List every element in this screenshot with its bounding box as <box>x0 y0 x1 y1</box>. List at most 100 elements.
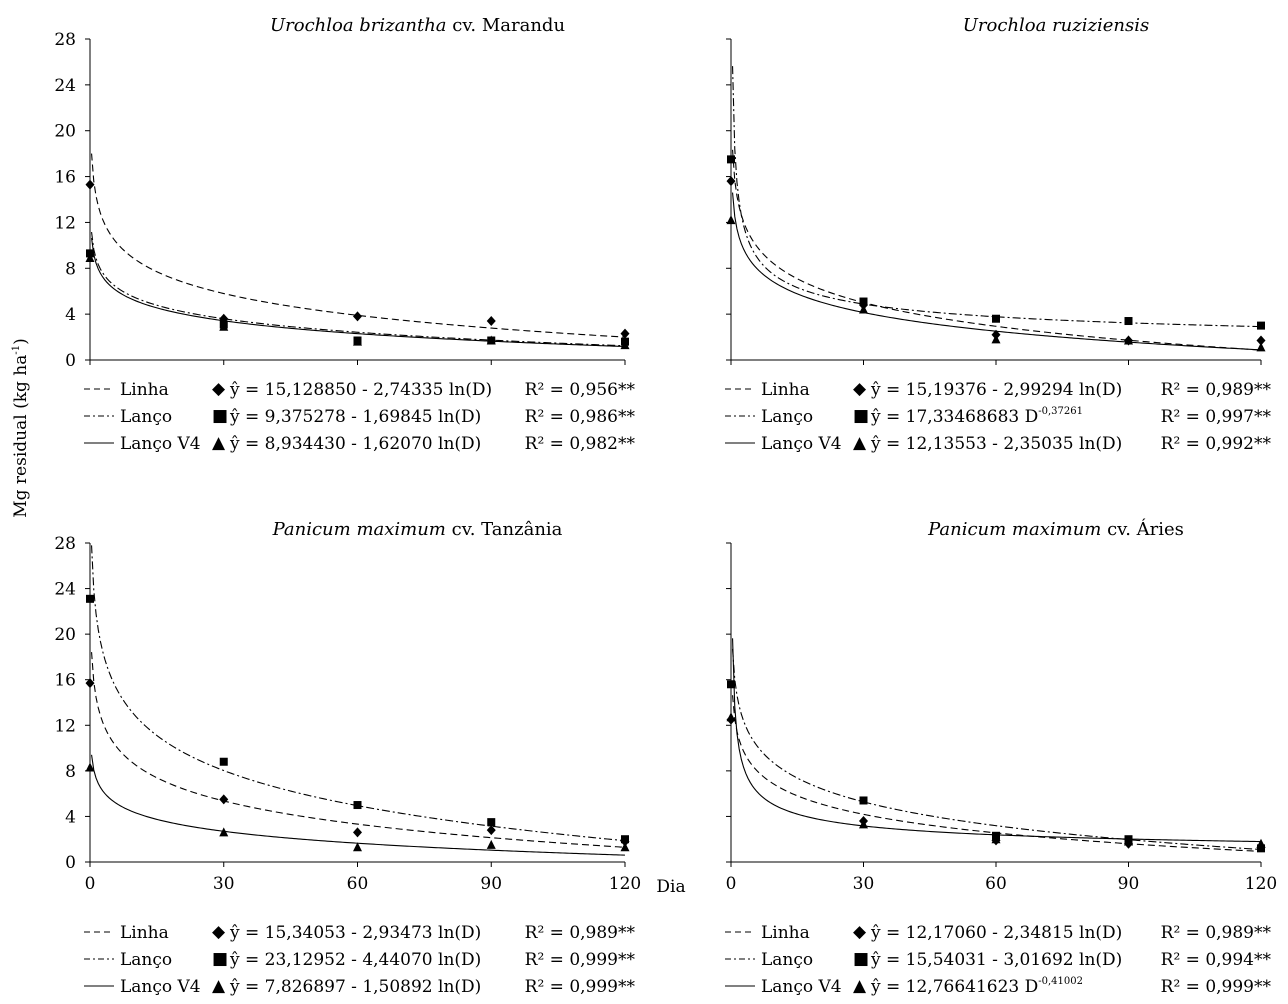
data-point-diamond <box>486 316 496 327</box>
y-tick-label: 4 <box>65 807 76 827</box>
y-tick-label: 28 <box>54 30 76 50</box>
data-point-square <box>1257 321 1265 330</box>
data-point-triangle <box>1124 836 1133 846</box>
legend-series-name: Lanço V4 <box>120 977 201 997</box>
legend-equation: ŷ = 12,17060 - 2,34815 ln(D) <box>870 923 1122 943</box>
data-point-square <box>992 314 1000 323</box>
chart-panel-1: 0 4 8 12 16 20 24 28 Urochloa brizantha cv. Mara… <box>54 15 635 454</box>
legend-series-name: Lanço <box>761 407 813 427</box>
data-point-triangle <box>859 304 868 314</box>
legend-equation: ŷ = 23,12952 - 4,44070 ln(D) <box>229 950 481 970</box>
legend-series-name: Lanço <box>761 950 813 970</box>
data-point-triangle <box>991 834 1001 844</box>
legend-r-squared: R² = 0,999** <box>525 977 636 997</box>
legend-marker-diamond-icon: ◆ <box>853 379 867 399</box>
y-tick-label: 20 <box>54 122 76 142</box>
legend-marker-triangle-icon: ▲ <box>212 433 226 453</box>
panel-title: Panicum maximum cv. Áries <box>927 517 1184 540</box>
fit-curve-triangle <box>91 754 626 856</box>
data-point-square <box>219 757 228 766</box>
x-tick-label: 30 <box>213 874 235 894</box>
legend-marker-diamond-icon: ◆ <box>853 922 867 942</box>
legend-equation: ŷ = 9,375278 - 1,69845 ln(D) <box>229 407 481 427</box>
data-point-square <box>86 594 94 603</box>
data-point-diamond <box>726 176 736 187</box>
data-point-triangle <box>620 842 630 852</box>
legend-equation: ŷ = 15,54031 - 3,01692 ln(D) <box>870 950 1122 970</box>
data-point-triangle <box>486 335 496 345</box>
data-point-triangle <box>1256 838 1266 848</box>
data-point-square <box>859 796 868 805</box>
data-point-triangle <box>353 336 362 346</box>
data-point-triangle <box>1256 342 1266 352</box>
x-tick-label: 120 <box>1245 874 1277 894</box>
y-tick-label: 4 <box>65 305 76 325</box>
panel-title: Urochloa ruziziensis <box>963 15 1150 36</box>
legend-series-name: Linha <box>761 380 810 400</box>
data-point-triangle <box>991 334 1001 344</box>
data-point-triangle <box>85 252 95 262</box>
data-point-diamond <box>85 179 95 190</box>
fit-curve-square <box>732 648 1262 851</box>
legend-marker-diamond-icon: ◆ <box>212 379 226 399</box>
data-point-triangle <box>726 215 736 225</box>
legend-marker-triangle-icon: ▲ <box>853 433 867 453</box>
x-tick-label: 60 <box>347 874 369 894</box>
legend-r-squared: R² = 0,989** <box>1161 923 1272 943</box>
x-tick-label: 60 <box>985 874 1007 894</box>
data-point-diamond <box>219 794 229 805</box>
legend-series-name: Linha <box>120 380 169 400</box>
y-tick-label: 16 <box>54 168 76 188</box>
legend-marker-triangle-icon: ▲ <box>212 976 226 996</box>
legend-equation: ŷ = 15,128850 - 2,74335 ln(D) <box>229 380 492 400</box>
legend-marker-square-icon: ■ <box>853 406 869 426</box>
data-point-square <box>621 835 629 844</box>
fit-curve-triangle <box>732 638 1262 843</box>
data-point-square <box>1124 317 1133 326</box>
x-tick-label: 90 <box>480 874 502 894</box>
fit-curve-diamond <box>732 149 1262 351</box>
legend-marker-diamond-icon: ◆ <box>212 922 226 942</box>
y-tick-label: 0 <box>65 351 76 371</box>
legend-marker-triangle-icon: ▲ <box>853 976 867 996</box>
data-point-triangle <box>353 842 362 852</box>
legend-series-name: Lanço V4 <box>120 434 201 454</box>
legend-marker-square-icon: ■ <box>853 949 869 969</box>
x-tick-label: 0 <box>85 874 96 894</box>
legend-series-name: Lanço <box>120 407 172 427</box>
chart-panel-2: Urochloa ruziziensis Linha ◆ ŷ = 15,19376 -… <box>725 15 1271 454</box>
x-tick-label: 120 <box>609 874 641 894</box>
legend-series-name: Linha <box>120 923 169 943</box>
panel-title: Urochloa brizantha cv. Marandu <box>270 15 565 36</box>
legend-r-squared: R² = 0,956** <box>525 380 636 400</box>
legend-marker-square-icon: ■ <box>212 406 228 426</box>
legend-equation: ŷ = 15,19376 - 2,99294 ln(D) <box>870 380 1122 400</box>
y-tick-label: 24 <box>54 580 76 600</box>
y-tick-label: 12 <box>54 213 76 233</box>
data-point-square <box>1257 844 1265 853</box>
fit-curve-triangle <box>91 237 626 348</box>
data-point-diamond <box>353 311 362 322</box>
data-point-triangle <box>219 321 229 331</box>
fit-curve-square <box>91 545 626 842</box>
legend-equation: ŷ = 17,33468683 D-0,37261 <box>870 406 1083 427</box>
legend-equation: ŷ = 12,76641623 D-0,41002 <box>870 976 1083 997</box>
y-tick-label: 24 <box>54 76 76 96</box>
chart-panel-3: 0 4 8 12 16 20 24 28 0 30 60 90 120 Panicum maximum c… <box>54 519 641 997</box>
data-point-triangle <box>726 712 736 722</box>
data-point-triangle <box>620 340 630 350</box>
legend-r-squared: R² = 0,999** <box>1161 977 1272 997</box>
y-tick-label: 0 <box>65 853 76 873</box>
y-tick-label: 28 <box>54 534 76 554</box>
legend-r-squared: R² = 0,989** <box>525 923 636 943</box>
fit-curve-diamond <box>732 695 1262 852</box>
data-point-triangle <box>486 839 496 849</box>
data-point-diamond <box>486 825 496 836</box>
legend-r-squared: R² = 0,997** <box>1161 407 1272 427</box>
data-point-diamond <box>353 827 362 838</box>
fit-curve-square <box>732 66 1262 328</box>
data-point-triangle <box>219 827 229 837</box>
fit-curve-square <box>91 232 626 347</box>
data-point-square <box>353 801 362 810</box>
